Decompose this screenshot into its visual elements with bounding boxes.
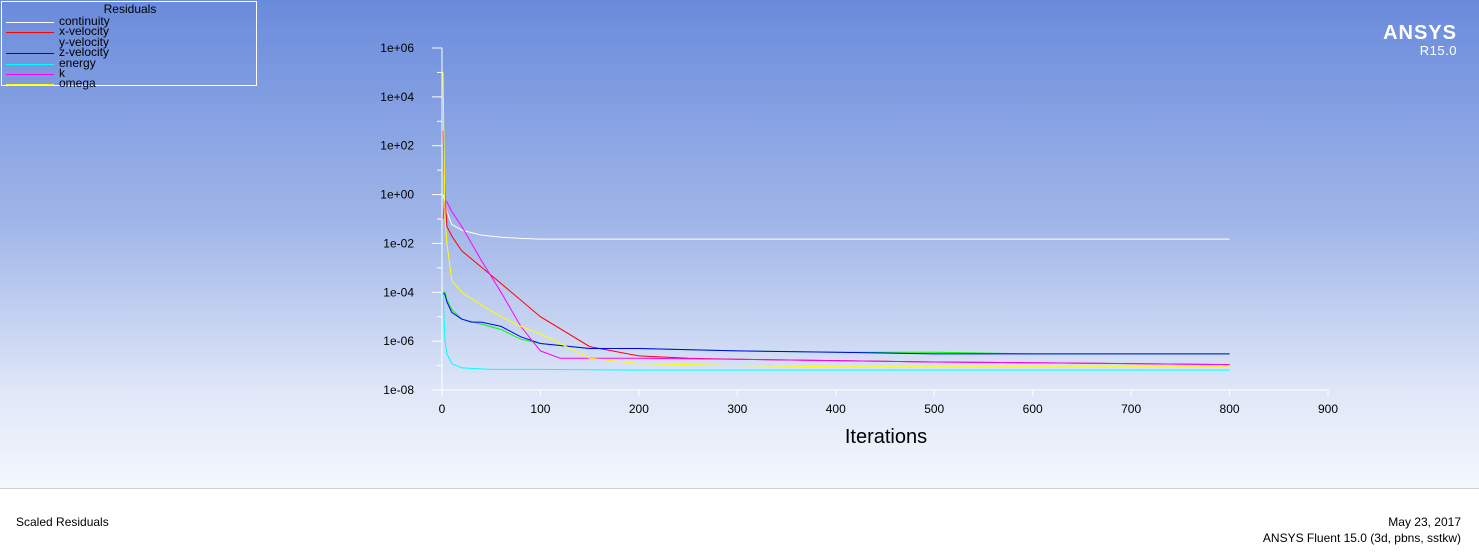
series-omega <box>442 72 1230 368</box>
series-y-velocity <box>442 291 1230 355</box>
legend-label: omega <box>59 76 96 91</box>
series-x-velocity <box>442 130 1230 366</box>
y-tick-label: 1e-06 <box>383 334 414 348</box>
x-tick-label: 500 <box>924 402 944 416</box>
y-tick-label: 1e+06 <box>380 41 414 55</box>
brand-version: R15.0 <box>1419 43 1457 58</box>
plot-name: Scaled Residuals <box>16 515 109 529</box>
legend-swatch <box>6 22 54 23</box>
y-tick-label: 1e-02 <box>383 236 414 250</box>
chart-axes: 0 100 200 300 400 500 600 700 800 900 1e-08 1e-06 1e… <box>380 41 1338 416</box>
legend-entry-x-velocity: x-velocity <box>6 24 256 39</box>
x-tick-label: 700 <box>1121 402 1141 416</box>
y-tick-label: 1e+04 <box>380 90 414 104</box>
x-tick-label: 600 <box>1023 402 1043 416</box>
legend-entry-energy: energy <box>6 55 256 70</box>
x-tick-label: 0 <box>439 402 446 416</box>
brand-name: ANSYS <box>1383 22 1457 44</box>
residuals-chart: 0 100 200 300 400 500 600 700 800 900 1e-08 1e-06 1e… <box>380 41 1338 448</box>
legend-swatch <box>6 42 54 44</box>
legend-label: z-velocity <box>59 45 110 60</box>
y-tick-label: 1e+00 <box>380 188 414 202</box>
legend-swatch <box>6 74 54 75</box>
y-tick-label: 1e-08 <box>383 383 414 397</box>
legend-entry-y-velocity: y-velocity <box>6 34 256 49</box>
x-tick-label: 300 <box>727 402 747 416</box>
x-tick-label: 900 <box>1318 402 1338 416</box>
legend-swatch <box>6 63 54 65</box>
x-tick-label: 200 <box>629 402 649 416</box>
y-tick-label: 1e+02 <box>380 139 414 153</box>
series-continuity <box>442 194 1230 240</box>
legend-swatch <box>6 53 54 55</box>
legend-label: k <box>59 66 65 80</box>
legend-entry-omega: omega <box>6 76 256 91</box>
y-tick-label: 1e-04 <box>383 285 414 299</box>
legend-entry-continuity: continuity <box>6 14 256 28</box>
legend-entry-k: k <box>6 66 256 80</box>
x-axis-title: Iterations <box>845 426 927 448</box>
chart-series-layer <box>442 72 1230 371</box>
legend-label: energy <box>59 55 96 70</box>
plot-date: May 23, 2017 <box>1388 515 1461 529</box>
legend-title: Residuals <box>103 2 157 16</box>
legend-label: y-velocity <box>59 34 110 49</box>
legend-label: x-velocity <box>59 24 110 39</box>
legend-swatch <box>6 84 54 86</box>
legend-entry-z-velocity: z-velocity <box>6 45 256 60</box>
plot-footer: Scaled Residuals May 23, 2017 ANSYS Flue… <box>0 488 1479 556</box>
x-tick-label: 800 <box>1220 402 1240 416</box>
x-tick-label: 100 <box>530 402 550 416</box>
x-tick-label: 400 <box>826 402 846 416</box>
solver-info: ANSYS Fluent 15.0 (3d, pbns, sstkw) <box>1262 531 1461 545</box>
legend-label: continuity <box>59 14 110 28</box>
ansys-logo: ANSYS R15.0 <box>1383 22 1457 58</box>
residuals-plot-area: 0 100 200 300 400 500 600 700 800 900 1e-08 1e-06 1e… <box>0 0 1479 488</box>
legend-swatch <box>6 32 54 34</box>
series-z-velocity <box>442 291 1230 355</box>
chart-legend: Residuals continuity x-velocity y-velocity… <box>1 1 257 91</box>
series-energy <box>442 292 1230 371</box>
series-k <box>442 198 1230 366</box>
